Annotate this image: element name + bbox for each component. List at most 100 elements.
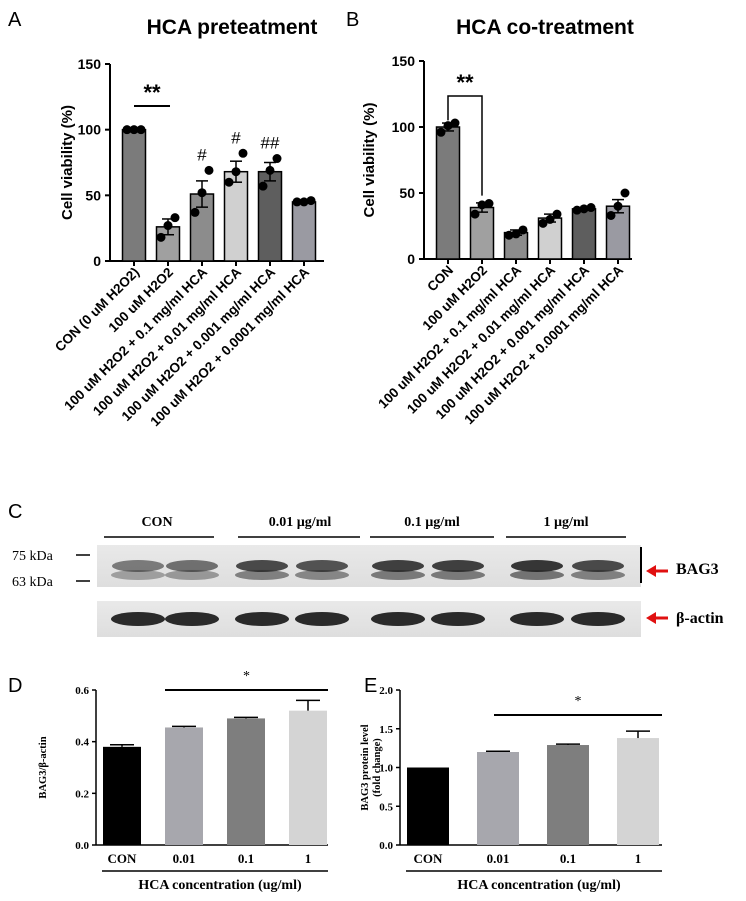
y-tick-label: 150 [392, 53, 416, 69]
marker-75kda: 75 kDa [12, 549, 54, 564]
x-axis-label: HCA concentration (ug/ml) [138, 878, 302, 893]
data-point [586, 203, 596, 213]
bag3-band-lower [431, 570, 485, 580]
y-tick-label: 0.0 [379, 840, 393, 852]
significance-mark: # [197, 145, 207, 164]
x-tick-label: 0.01 [173, 851, 196, 866]
data-point [265, 165, 275, 175]
data-point [190, 207, 200, 217]
y-axis-label: BAG3 protein level [360, 724, 371, 810]
y-axis-label: Cell viability (%) [361, 102, 378, 217]
bag3-band [511, 560, 563, 572]
chart-title: HCA co-treatment [456, 16, 634, 39]
y-tick-label: 0.5 [379, 801, 393, 813]
x-tick-label: 0.01 [487, 851, 510, 866]
data-point [572, 205, 582, 215]
actin-band [295, 612, 349, 626]
panel-letter-e: E [364, 675, 377, 697]
panel-letter-c: C [8, 501, 22, 523]
data-point [272, 154, 282, 164]
data-point [136, 125, 146, 135]
x-tick-label: CON [108, 851, 138, 866]
bar [103, 746, 141, 845]
data-point [197, 188, 207, 198]
data-point [299, 197, 309, 207]
data-point [204, 165, 214, 175]
data-point [436, 127, 446, 137]
chart-a-cell-viability-pretreatment: HCA preteatment 0 50 100 150 Cell viability (… [52, 16, 324, 429]
y-tick-label: 50 [399, 185, 415, 201]
data-point [606, 210, 616, 220]
y-tick-label: 100 [78, 122, 102, 138]
bar [289, 710, 327, 845]
bag3-band [432, 560, 484, 572]
data-point [477, 200, 487, 210]
panel-letter-a: A [8, 9, 22, 31]
bar [547, 745, 589, 845]
data-point [231, 167, 241, 177]
x-tick-label: 0.1 [238, 851, 254, 866]
significance-label: * [575, 694, 582, 709]
y-axis-label: Cell viability (%) [59, 105, 76, 220]
y-tick-label: 0 [407, 251, 415, 267]
panel-letter-d: D [8, 675, 22, 697]
x-tick-label: 1 [305, 851, 312, 866]
y-axis-label: (fold change) [372, 738, 383, 797]
data-point [579, 204, 589, 214]
bar [165, 727, 203, 845]
y-tick-label: 0.2 [75, 788, 89, 800]
significance-mark: ## [261, 134, 280, 153]
red-arrow-icon [646, 612, 668, 624]
data-point [238, 148, 248, 158]
data-point [258, 181, 268, 191]
actin-band [235, 612, 289, 626]
bag3-band-lower [510, 570, 564, 580]
actin-bands [111, 612, 625, 626]
bar [291, 201, 317, 262]
data-point [470, 209, 480, 219]
actin-band [510, 612, 564, 626]
significance-mark: # [231, 128, 241, 147]
y-axis-label: BAG3/β-actin [38, 736, 49, 798]
membrane-edge-mark [640, 547, 642, 583]
western-blot-panel: CON 0.01 µg/ml 0.1 µg/ml 1 µg/ml 75 kDa … [12, 515, 724, 637]
bag3-band-lower [111, 570, 165, 580]
significance-label: ** [143, 80, 161, 105]
panel-letter-b: B [346, 9, 359, 31]
x-tick-label: 1 [635, 851, 642, 866]
blot-group-label-01: 0.1 µg/ml [404, 515, 460, 530]
data-point [504, 230, 514, 240]
bag3-band [166, 560, 218, 572]
x-tick-label: 0.1 [560, 851, 576, 866]
bar [435, 126, 461, 260]
red-arrow-icon [646, 565, 668, 577]
y-tick-label: 100 [392, 119, 416, 135]
actin-band [371, 612, 425, 626]
data-point [518, 225, 528, 235]
actin-band [165, 612, 219, 626]
blot-group-label-con: CON [141, 515, 172, 530]
bag3-band-lower [165, 570, 219, 580]
bag3-band-lower [371, 570, 425, 580]
x-tick-label: CON [414, 851, 444, 866]
data-point [122, 125, 132, 135]
y-tick-label: 2.0 [379, 685, 393, 697]
data-point [613, 201, 623, 211]
data-point [545, 214, 555, 224]
data-point [552, 209, 562, 219]
significance-label: * [243, 669, 250, 684]
data-point [292, 197, 302, 207]
bag3-band [296, 560, 348, 572]
bag3-band-lower [571, 570, 625, 580]
y-tick-label: 0.6 [75, 685, 89, 697]
data-point [450, 118, 460, 128]
bag3-band [236, 560, 288, 572]
bar [227, 718, 265, 845]
y-tick-label: 150 [78, 56, 102, 72]
bar [617, 738, 659, 845]
actin-band [431, 612, 485, 626]
bag3-band [572, 560, 624, 572]
data-point [156, 232, 166, 242]
bag3-band [372, 560, 424, 572]
